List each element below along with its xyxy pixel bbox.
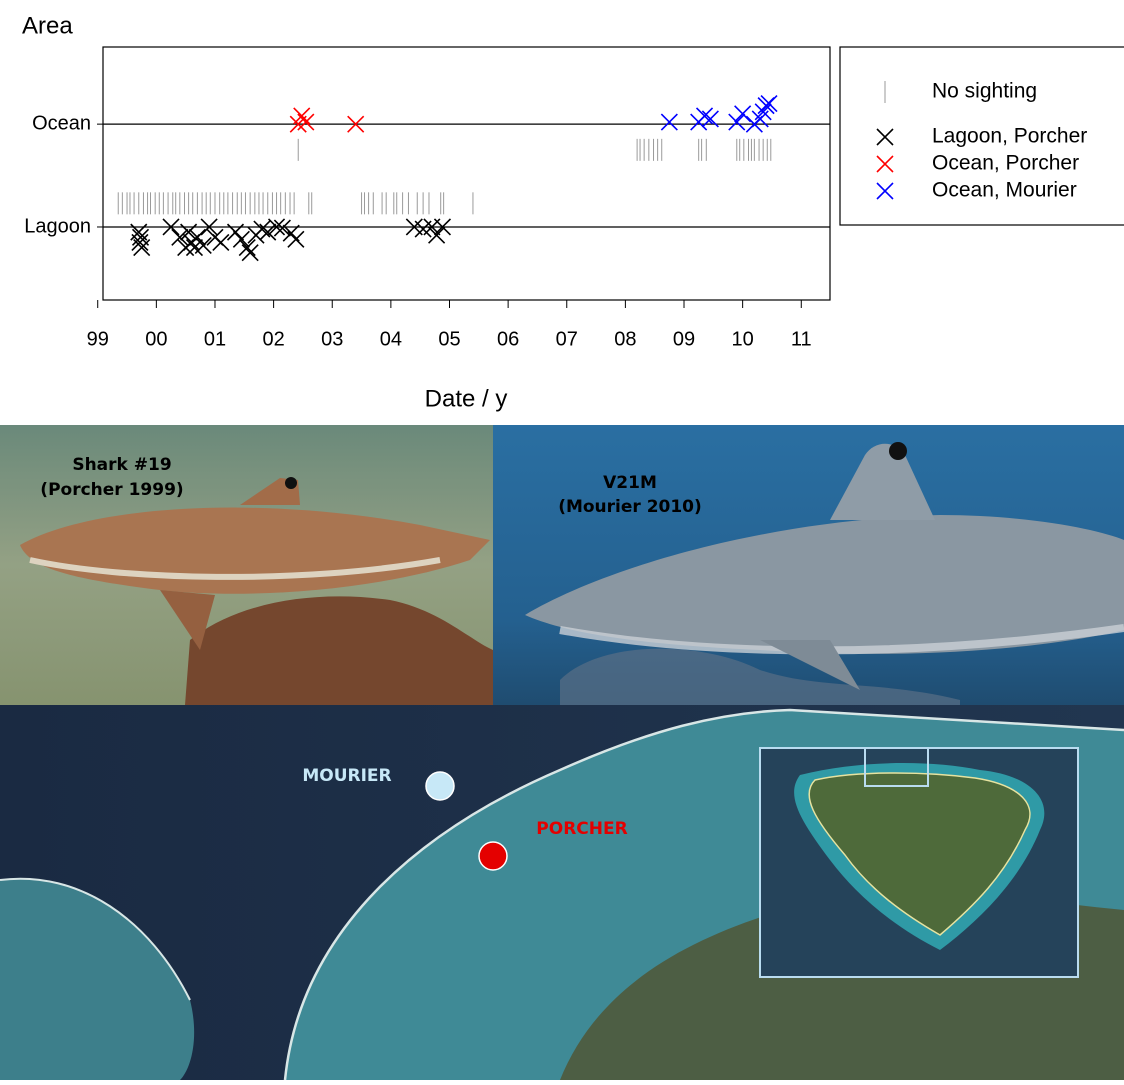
x-tick-label: 11 bbox=[791, 328, 812, 350]
y-tick-label: Ocean bbox=[32, 112, 91, 134]
data-point bbox=[429, 227, 445, 243]
photo-right: V21M (Mourier 2010) bbox=[493, 425, 1124, 705]
data-point bbox=[189, 229, 205, 245]
photo-label: Shark #19 bbox=[72, 455, 171, 475]
y-tick-label: Lagoon bbox=[24, 215, 91, 237]
x-tick-label: 01 bbox=[204, 328, 226, 350]
data-point bbox=[735, 106, 751, 122]
data-point bbox=[661, 114, 677, 130]
x-tick-label: 10 bbox=[732, 328, 754, 350]
data-point bbox=[239, 240, 255, 256]
x-tick-label: 05 bbox=[438, 328, 460, 350]
x-tick-label: 04 bbox=[380, 328, 402, 350]
plot-frame bbox=[103, 47, 830, 300]
data-point bbox=[213, 234, 229, 250]
legend-label: No sighting bbox=[932, 80, 1037, 103]
legend-label: Ocean, Porcher bbox=[932, 152, 1079, 175]
y-axis-title: Area bbox=[22, 12, 73, 39]
x-axis-title: Date / y bbox=[425, 385, 508, 412]
data-point bbox=[288, 231, 304, 247]
x-tick-label: 99 bbox=[87, 328, 109, 350]
data-point bbox=[697, 108, 713, 124]
x-tick-label: 07 bbox=[556, 328, 578, 350]
data-point bbox=[233, 231, 249, 247]
x-tick-label: 00 bbox=[145, 328, 167, 350]
site-label: PORCHER bbox=[536, 819, 627, 839]
site-marker bbox=[426, 772, 454, 800]
photo-left: Shark #19 (Porcher 1999) bbox=[0, 425, 493, 705]
x-tick-label: 09 bbox=[673, 328, 695, 350]
x-tick-label: 02 bbox=[262, 328, 284, 350]
data-point bbox=[242, 245, 258, 261]
data-point bbox=[729, 114, 745, 130]
figure: Area Date / y 99 00 01 02 03 04 05 06 07 08 09 10 11… bbox=[0, 0, 1124, 1080]
photo-label: (Porcher 1999) bbox=[40, 480, 183, 500]
data-point bbox=[195, 237, 211, 253]
x-tick-label: 06 bbox=[497, 328, 519, 350]
x-tick-label: 08 bbox=[614, 328, 636, 350]
photo-label: (Mourier 2010) bbox=[558, 497, 702, 517]
page: Area Date / y 99 00 01 02 03 04 05 06 07 08 09 10 11… bbox=[0, 0, 1124, 1080]
legend-label: Ocean, Mourier bbox=[932, 179, 1077, 202]
x-tick-label: 03 bbox=[321, 328, 343, 350]
data-point bbox=[254, 221, 270, 237]
site-label: MOURIER bbox=[302, 766, 391, 786]
site-marker bbox=[479, 842, 507, 870]
photo-label: V21M bbox=[603, 473, 657, 493]
data-point bbox=[755, 104, 771, 120]
map: MOURIER PORCHER bbox=[0, 705, 1124, 1080]
legend-label: Lagoon, Porcher bbox=[932, 125, 1087, 148]
